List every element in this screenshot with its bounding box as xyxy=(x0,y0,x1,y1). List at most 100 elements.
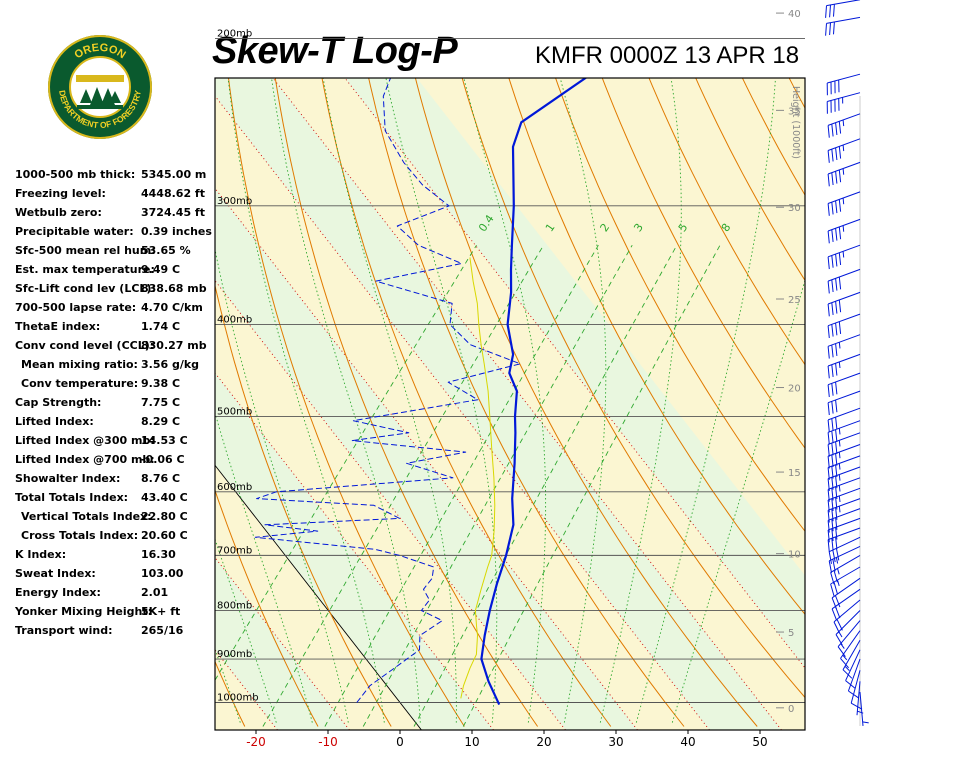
isotherm-band xyxy=(0,78,205,730)
wind-barb xyxy=(827,517,861,543)
stat-value: 8.76 C xyxy=(141,472,181,485)
pressure-label: 800mb xyxy=(217,600,252,611)
dry-adiabat xyxy=(368,78,685,727)
stat-label: K Index: xyxy=(15,548,67,561)
wind-barb xyxy=(831,588,861,621)
moist-adiabat xyxy=(271,78,421,723)
wind-barb xyxy=(840,630,861,669)
stat-value: 4448.62 ft xyxy=(141,187,205,200)
dry-adiabat xyxy=(956,0,960,726)
dry-adiabat xyxy=(215,488,319,727)
dry-adiabat xyxy=(648,78,805,366)
wind-barb xyxy=(847,658,861,699)
dry-adiabat xyxy=(414,78,758,727)
wind-barb xyxy=(827,477,861,502)
stat-row: Energy Index: 2.01 xyxy=(15,586,215,605)
wind-barb xyxy=(827,455,861,480)
dry-adiabat xyxy=(215,283,392,727)
isotherm-bands xyxy=(0,78,805,730)
stat-label: Cross Totals Index: xyxy=(21,529,139,542)
wind-barb xyxy=(826,73,861,96)
isotherm xyxy=(0,78,133,730)
stat-row: Conv cond level (CCL): 830.27 mb xyxy=(15,339,215,358)
stat-value: 0.39 inches xyxy=(141,225,212,238)
height-tick-label: 30 xyxy=(788,203,801,214)
mixing-ratio-line xyxy=(462,244,721,727)
wind-barb xyxy=(827,466,861,491)
wind-barb xyxy=(827,390,861,416)
dry-adiabat xyxy=(845,0,960,726)
isotherm xyxy=(0,78,61,730)
moist-adiabat xyxy=(385,78,498,723)
height-tick-label: 35 xyxy=(788,106,801,117)
stat-row: Sfc-500 mean rel hum: 53.65 % xyxy=(15,244,215,263)
dry-adiabat xyxy=(601,78,805,449)
stat-label: Cap Strength: xyxy=(15,396,102,409)
plot-frame xyxy=(214,77,806,731)
stat-label: Sfc-500 mean rel hum: xyxy=(15,244,156,257)
moist-adiabat xyxy=(215,411,313,723)
dry-adiabat xyxy=(321,78,612,727)
stat-label: Precipitable water: xyxy=(15,225,134,238)
stat-row: Showalter Index: 8.76 C xyxy=(15,472,215,491)
series-parcel xyxy=(460,257,496,699)
height-tick-label: 10 xyxy=(788,550,801,561)
stat-label: Est. max temperature: xyxy=(15,263,155,276)
stat-row: Mean mixing ratio: 3.56 g/kg xyxy=(15,358,215,377)
mixing-ratio-line xyxy=(413,244,678,727)
stat-row: Yonker Mixing Height: 5K+ ft xyxy=(15,605,215,624)
stat-label: Freezing level: xyxy=(15,187,106,200)
stat-value: 9.38 C xyxy=(141,377,181,390)
x-tick-label: -10 xyxy=(318,735,338,749)
height-tick-label: 5 xyxy=(788,628,794,639)
wind-barb xyxy=(856,681,864,716)
stat-label: Total Totals Index: xyxy=(15,491,129,504)
wind-barb xyxy=(827,218,861,244)
dry-adiabat xyxy=(695,78,805,282)
stat-value: -0.06 C xyxy=(141,453,185,466)
stat-value: 3.56 g/kg xyxy=(141,358,200,371)
wind-barb xyxy=(827,161,861,187)
dry-adiabat xyxy=(274,78,539,727)
wind-barb xyxy=(827,244,861,270)
dry-adiabat xyxy=(228,78,465,727)
pressure-label: 900mb xyxy=(217,649,252,660)
stat-value: 5345.00 m xyxy=(141,168,207,181)
stat-label: Conv temperature: xyxy=(21,377,139,390)
stat-label: Mean mixing ratio: xyxy=(21,358,138,371)
stat-row: Cap Strength: 7.75 C xyxy=(15,396,215,415)
stat-label: Lifted Index: xyxy=(15,415,94,428)
wind-barb xyxy=(835,610,861,646)
stat-label: Lifted Index @700 mb: xyxy=(15,453,155,466)
mixing-ratio-line xyxy=(362,244,633,727)
height-tick-label: 40 xyxy=(788,9,801,20)
mixing-ratio-line xyxy=(215,244,477,682)
x-tick-label: 40 xyxy=(680,735,695,749)
stat-value: 7.75 C xyxy=(141,396,181,409)
dry-adiabat xyxy=(42,0,172,726)
stat-value: 1.74 C xyxy=(141,320,181,333)
moist-adiabat xyxy=(227,78,385,723)
wind-barb xyxy=(845,649,861,689)
x-tick-label: 0 xyxy=(396,735,404,749)
stat-row: Sweat Index: 103.00 xyxy=(15,567,215,586)
pressure-label: 500mb xyxy=(217,407,252,418)
stat-row: Conv temperature: 9.38 C xyxy=(15,377,215,396)
wind-barb xyxy=(827,508,861,533)
stat-row: Cross Totals Index: 20.60 C xyxy=(15,529,215,548)
stat-row: Lifted Index @700 mb: -0.06 C xyxy=(15,453,215,472)
isotherm-band xyxy=(215,557,350,730)
mixing-ratio-line xyxy=(262,244,544,727)
x-tick-label: -20 xyxy=(246,735,266,749)
stat-label: Sweat Index: xyxy=(15,567,96,580)
sounding-curves xyxy=(254,78,588,706)
stat-value: 9.49 C xyxy=(141,263,181,276)
x-tick-label: 10 xyxy=(464,735,479,749)
stat-row: Total Totals Index: 43.40 C xyxy=(15,491,215,510)
stat-label: 1000-500 mb thick: xyxy=(15,168,136,181)
stat-value: 830.27 mb xyxy=(141,339,207,352)
x-tick-label: 50 xyxy=(752,735,767,749)
wind-barb xyxy=(827,498,861,523)
wind-barb xyxy=(833,599,861,634)
